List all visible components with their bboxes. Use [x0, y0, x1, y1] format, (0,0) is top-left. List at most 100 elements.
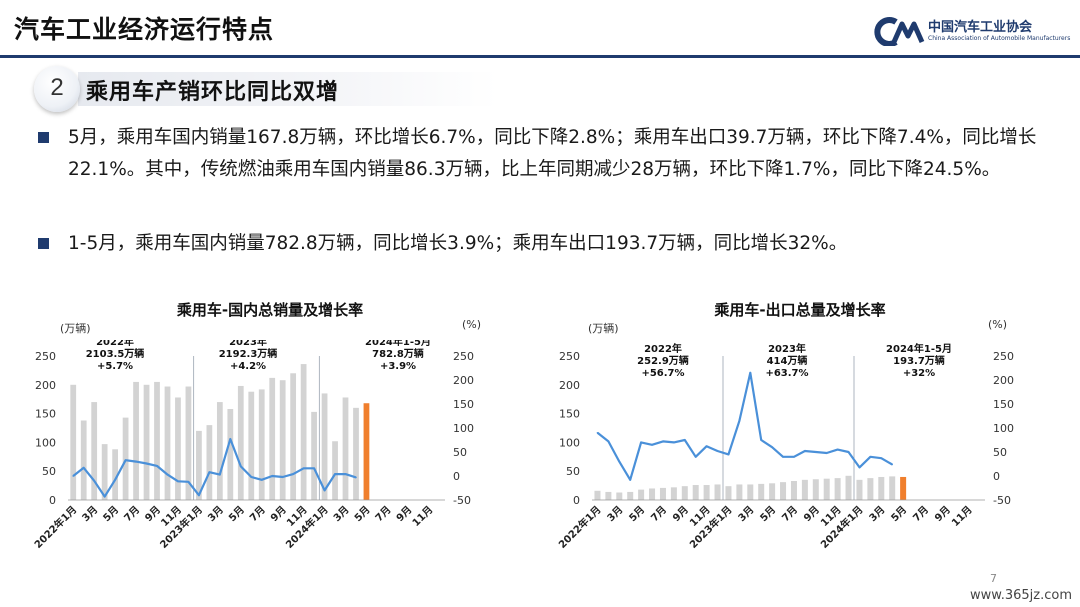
growth-point [72, 475, 75, 477]
growth-point [847, 451, 850, 453]
growth-point [344, 473, 347, 475]
bar [769, 483, 776, 500]
x-tick-label: 7月 [373, 504, 393, 524]
y-tick-label: 150 [35, 408, 56, 421]
growth-point [640, 441, 642, 444]
bar-highlight [363, 403, 370, 500]
section-number: 2 [50, 74, 64, 101]
bar [659, 487, 666, 500]
y-tick-label: 250 [559, 350, 580, 363]
bar [70, 384, 77, 500]
y2-tick-label: 250 [453, 350, 474, 363]
bar [290, 373, 297, 500]
growth-point [705, 445, 708, 448]
annotation-total: 193.7万辆 [893, 354, 945, 367]
bar [703, 485, 710, 500]
growth-line [72, 437, 357, 498]
bar [353, 407, 359, 500]
y2-tick-label: -50 [453, 494, 471, 507]
page-title: 汽车工业经济运行特点 [14, 15, 275, 44]
growth-point [825, 452, 828, 454]
growth-point [683, 439, 686, 441]
bar [227, 408, 234, 500]
x-tick-label: 5月 [889, 504, 909, 524]
x-tick-label: 3月 [867, 504, 887, 524]
bullet-text: 5月，乘用车国内销量167.8万辆，环比增长6.7%，同比下降2.8%；乘用车出… [68, 127, 1037, 180]
bar [101, 444, 108, 500]
growth-point [651, 444, 653, 446]
growth-point [313, 467, 315, 470]
bar [856, 479, 863, 500]
y-unit-domestic: (万辆) [60, 322, 91, 335]
growth-point [727, 453, 730, 456]
bar [112, 449, 119, 500]
x-tick-label: 7月 [649, 504, 669, 524]
growth-point [716, 450, 719, 452]
x-tick-label: 7月 [122, 504, 142, 524]
x-tick-label: 3月 [331, 504, 351, 524]
y-tick-label: 100 [35, 436, 56, 449]
bar [206, 425, 213, 500]
y-tick-label: 200 [559, 379, 580, 392]
bar [638, 489, 645, 500]
x-tick-label: 3月 [605, 504, 625, 524]
growth-point [198, 494, 200, 496]
y2-tick-label: 50 [993, 446, 1007, 459]
chart-domestic-sales: 0 50 100 150 200 250 -50 0 50 100 150 200 250 2022年1月… [31, 340, 474, 551]
bar [237, 385, 244, 500]
x-tick-label: 2022年1月 [31, 503, 79, 551]
growth-point [208, 471, 211, 473]
annotation-total: 2103.5万辆 [86, 347, 145, 360]
bar [867, 478, 874, 500]
growth-point [749, 372, 752, 374]
growth-point [323, 489, 326, 492]
x-tick-label: 5月 [226, 504, 246, 524]
growth-point [629, 479, 632, 481]
bar [196, 430, 202, 500]
bar [670, 487, 677, 500]
section-title: 乘用车产销环比同比双增 [86, 80, 340, 105]
bar [91, 402, 98, 500]
y2-tick-label: 0 [453, 470, 460, 483]
bar [143, 384, 150, 500]
x-tick-label: 5月 [627, 504, 647, 524]
growth-point [836, 448, 839, 451]
y2-tick-label: 200 [453, 374, 474, 387]
growth-point [858, 466, 861, 469]
growth-point [793, 456, 795, 458]
bar [594, 490, 601, 500]
bar [627, 491, 634, 500]
bullet-text: 1-5月，乘用车国内销量782.8万辆，同比增长3.9%；乘用车出口193.7万… [68, 233, 848, 254]
bullet-item: 1-5月，乘用车国内销量782.8万辆，同比增长3.9%；乘用车出口193.7万… [38, 228, 1058, 260]
bar-highlight [900, 476, 907, 500]
growth-point [738, 420, 741, 422]
x-tick-label: 3月 [80, 504, 100, 524]
y2-tick-label: 0 [993, 470, 1000, 483]
x-tick-label: 5月 [101, 504, 121, 524]
bar [311, 411, 317, 500]
bar [889, 476, 896, 500]
growth-line [596, 371, 893, 481]
growth-point [124, 459, 127, 461]
growth-point [271, 475, 274, 477]
y-tick-label: 150 [559, 408, 580, 421]
x-tick-label: 3月 [205, 504, 225, 524]
bar [269, 377, 276, 500]
bar [154, 381, 160, 500]
growth-point [103, 495, 106, 498]
growth-point [93, 480, 95, 482]
bar [736, 484, 743, 500]
bar [714, 484, 721, 500]
title-rule [0, 55, 1080, 58]
bar [812, 479, 819, 500]
page-number: 7 [990, 572, 997, 585]
bar [692, 485, 699, 500]
annotation-total: 414万辆 [767, 354, 808, 367]
x-tick-label: 2022年1月 [556, 503, 604, 551]
growth-point [156, 465, 158, 467]
growth-point [355, 476, 357, 479]
growth-point [891, 463, 894, 466]
x-tick-label: 11月 [949, 504, 974, 529]
bar [216, 402, 223, 500]
growth-point [219, 473, 221, 476]
